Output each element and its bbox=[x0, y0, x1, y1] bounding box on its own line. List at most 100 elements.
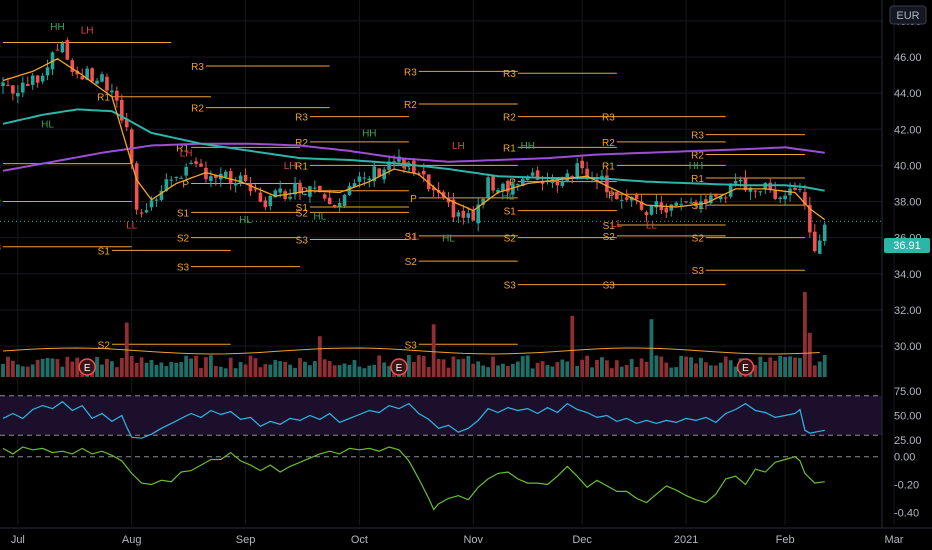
price-tick-label: 40.00 bbox=[894, 160, 922, 172]
candle-body bbox=[115, 90, 119, 101]
pivot-label: R2 bbox=[191, 104, 204, 115]
pivot-label: R2 bbox=[404, 100, 417, 111]
volume-bar bbox=[510, 363, 515, 377]
candle-body bbox=[377, 168, 381, 177]
volume-bar bbox=[456, 359, 461, 377]
volume-bar bbox=[540, 361, 545, 377]
volume-bar bbox=[758, 356, 763, 377]
volume-bar bbox=[213, 366, 218, 377]
candle-body bbox=[248, 183, 253, 192]
volume-bar bbox=[387, 366, 391, 377]
swing-label: LL bbox=[408, 231, 420, 242]
time-tick-label: Aug bbox=[122, 534, 142, 546]
candle-body bbox=[75, 70, 80, 75]
candle-body bbox=[362, 177, 367, 179]
last-price-label: 36.91 bbox=[893, 240, 921, 252]
candle-body bbox=[258, 192, 263, 202]
volume-bar bbox=[654, 355, 659, 377]
candle-body bbox=[822, 224, 827, 242]
candle-body bbox=[174, 176, 179, 179]
pivot-label: S2 bbox=[98, 340, 111, 351]
candle-body bbox=[293, 182, 297, 195]
volume-bar bbox=[644, 361, 649, 377]
pivot-label: S2 bbox=[405, 257, 418, 268]
volume-bar bbox=[194, 355, 198, 377]
candle-body bbox=[303, 194, 307, 196]
candle-body bbox=[214, 174, 218, 178]
candle-body bbox=[748, 187, 753, 192]
volume-bar bbox=[753, 364, 758, 377]
rsi-pane bbox=[0, 395, 882, 439]
volume-bar bbox=[298, 358, 302, 377]
volume-bar bbox=[515, 361, 520, 377]
candle-body bbox=[233, 182, 238, 186]
volume-bar bbox=[471, 363, 476, 377]
volume-bar bbox=[312, 361, 317, 377]
pivot-label: R3 bbox=[503, 69, 516, 80]
volume-bar bbox=[605, 360, 609, 377]
pivot-label: P bbox=[410, 194, 417, 205]
candle-body bbox=[684, 201, 688, 203]
candle-body bbox=[615, 191, 619, 200]
volume-bar bbox=[139, 357, 144, 377]
swing-label: HL bbox=[41, 119, 54, 130]
candle-body bbox=[654, 201, 659, 208]
candle-body bbox=[372, 166, 377, 182]
volume-bar bbox=[669, 367, 674, 377]
candle-body bbox=[530, 172, 535, 176]
candle-body bbox=[352, 183, 357, 188]
candle-body bbox=[164, 179, 169, 192]
candle-body bbox=[194, 161, 198, 164]
volume-bar bbox=[674, 367, 679, 377]
volume-bar bbox=[421, 356, 426, 377]
candle-body bbox=[619, 199, 624, 201]
candle-body bbox=[110, 90, 114, 93]
volume-bar bbox=[129, 355, 134, 377]
candle-body bbox=[461, 210, 466, 218]
volume-bar bbox=[263, 364, 268, 377]
volume-bar bbox=[179, 362, 184, 377]
volume-bar bbox=[570, 315, 575, 377]
volume-bar bbox=[733, 366, 738, 377]
pivot-label: S3 bbox=[504, 281, 517, 292]
candle-body bbox=[253, 188, 258, 190]
currency-badge[interactable]: EUR bbox=[889, 5, 927, 25]
volume-bar bbox=[575, 365, 580, 377]
candle-body bbox=[288, 196, 292, 199]
volume-bar bbox=[248, 355, 253, 377]
volume-bar bbox=[11, 360, 15, 377]
candle-body bbox=[743, 177, 748, 191]
candle-body bbox=[144, 210, 149, 213]
volume-bar bbox=[580, 359, 585, 377]
volume-bar bbox=[6, 356, 10, 377]
volume-bar bbox=[119, 357, 124, 377]
volume-bar bbox=[555, 362, 560, 377]
candle-body bbox=[134, 163, 139, 210]
osc-line bbox=[2, 446, 825, 511]
candle-body bbox=[456, 212, 461, 217]
candle-body bbox=[367, 178, 372, 181]
volume-bar bbox=[520, 356, 525, 377]
volume-bar bbox=[704, 362, 708, 377]
price-tick-label: 34.00 bbox=[894, 269, 922, 281]
candle-body bbox=[624, 197, 629, 200]
volume-bar bbox=[337, 365, 342, 377]
pivot-label: S2 bbox=[692, 234, 705, 245]
candle-body bbox=[397, 156, 401, 162]
candle-body bbox=[25, 83, 30, 86]
pivot-label: R1 bbox=[97, 93, 110, 104]
volume-bar bbox=[204, 357, 208, 377]
candle-body bbox=[669, 204, 674, 211]
osc-tick-label: 0.00 bbox=[894, 452, 915, 464]
candle-body bbox=[35, 75, 40, 83]
volume-bar bbox=[268, 364, 273, 377]
candle-body bbox=[471, 210, 476, 221]
time-tick-label: Mar bbox=[885, 534, 904, 546]
volume-bar bbox=[728, 360, 733, 377]
candle-body bbox=[357, 176, 362, 182]
time-tick-label: Feb bbox=[776, 534, 795, 546]
candle-body bbox=[268, 195, 273, 207]
volume-bar bbox=[441, 359, 446, 377]
